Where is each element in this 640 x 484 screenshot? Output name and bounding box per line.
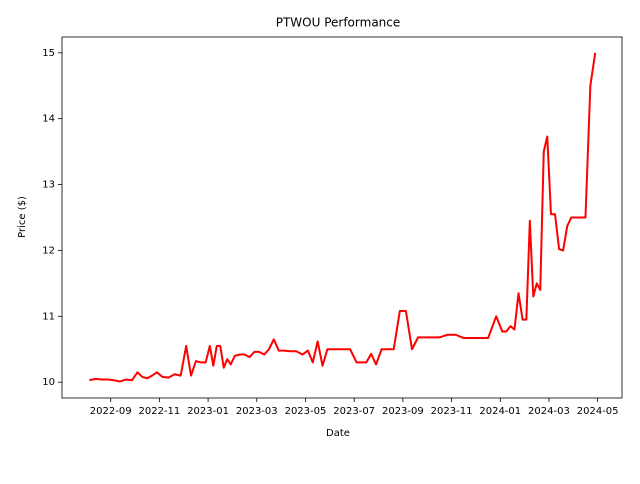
line	[89, 52, 597, 383]
x-tick-label: 2024-05	[577, 406, 619, 417]
y-tick-label: 10	[42, 377, 55, 388]
x-tick-label: 2023-07	[333, 406, 375, 417]
y-axis-label: Price ($)	[17, 196, 28, 238]
chart-title: PTWOU Performance	[276, 16, 401, 30]
y-tick-label: 14	[42, 114, 55, 125]
x-tick-label: 2023-03	[236, 406, 278, 417]
x-axis-label: Date	[326, 428, 350, 439]
x-tick-label: 2024-03	[528, 406, 570, 417]
x-tick-label: 2023-11	[431, 406, 473, 417]
y-tick-label: 13	[42, 180, 55, 191]
x-tick-label: 2022-11	[138, 406, 180, 417]
x-tick-label: 2023-09	[382, 406, 424, 417]
x-tick-label: 2023-05	[285, 406, 327, 417]
x-tick-label: 2024-01	[479, 406, 521, 417]
x-tick-label: 2023-01	[187, 406, 229, 417]
plot-frame	[61, 36, 623, 399]
x-tick-label: 2022-09	[90, 406, 132, 417]
y-tick-label: 11	[42, 311, 55, 322]
y-tick-label: 15	[42, 48, 55, 59]
y-tick-label: 12	[42, 245, 55, 256]
